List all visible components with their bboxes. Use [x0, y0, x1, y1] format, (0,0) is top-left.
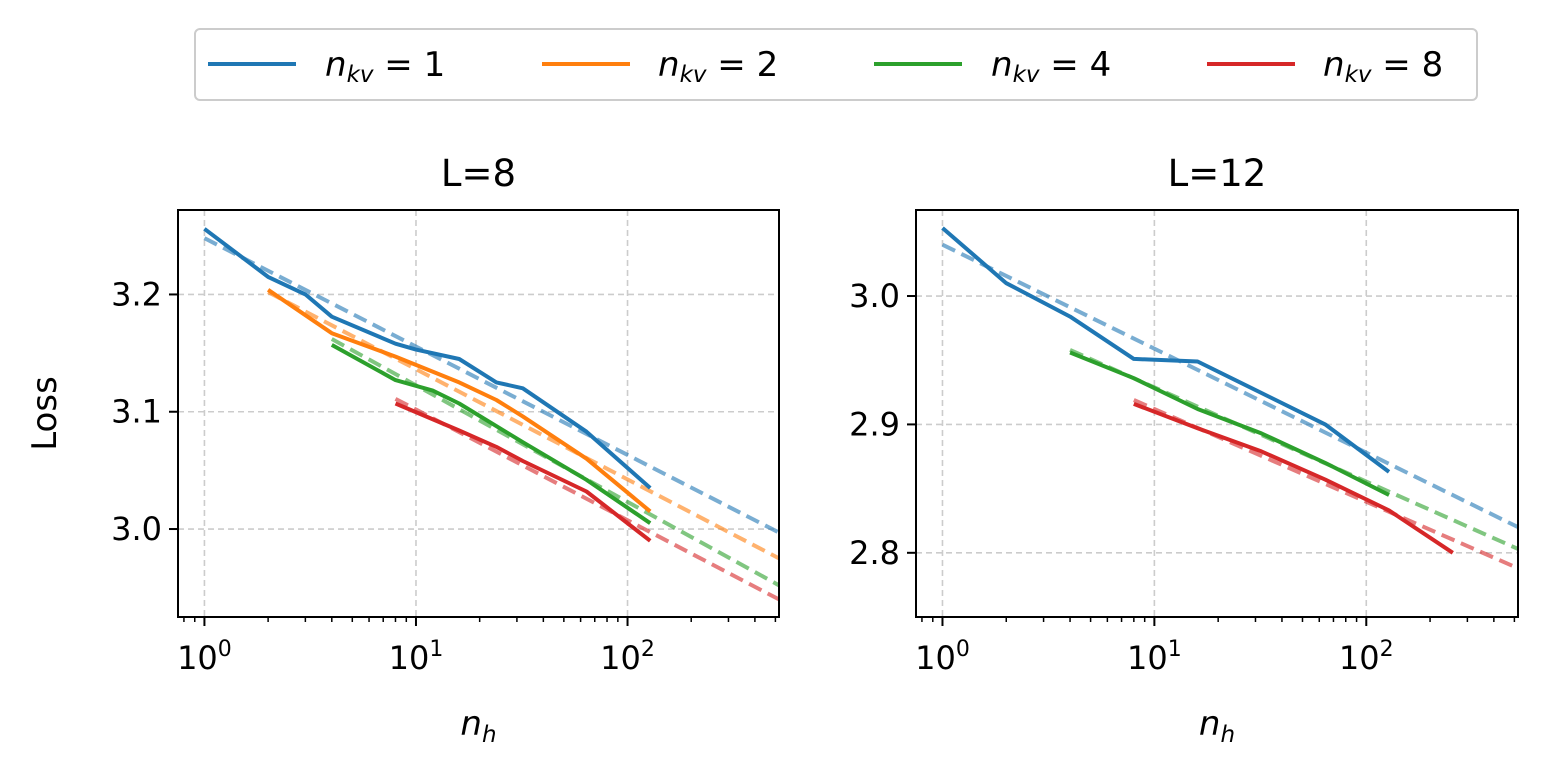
- plot-frame: [915, 209, 1519, 618]
- series-line-0: [941, 226, 1391, 474]
- plot-frame: [177, 209, 780, 618]
- panel-l12: 100 101 102 2.8 2.9 3.0 L=12 nh: [849, 152, 1519, 748]
- fit-line-0: [941, 242, 1518, 529]
- legend-entry-2: nkv = 2: [542, 45, 778, 88]
- legend-entry-1: nkv = 1: [208, 45, 445, 88]
- x-axis-label: nh: [1199, 704, 1235, 748]
- series-line-2: [1133, 402, 1454, 555]
- fit-line-1: [267, 290, 779, 561]
- fit-line-0: [203, 236, 779, 535]
- x-tick-label-1: 101: [389, 637, 444, 677]
- legend-label-2: nkv = 2: [658, 45, 778, 88]
- series-line-1: [266, 288, 652, 513]
- series-line-0: [203, 227, 652, 490]
- series-line-1: [1069, 350, 1390, 497]
- chart-title: L=8: [441, 152, 516, 195]
- x-tick-label-0: 100: [915, 637, 970, 677]
- y-tick-label-1: 3.1: [111, 393, 162, 431]
- x-tick-label-0: 100: [177, 637, 232, 677]
- y-tick-label-2: 3.2: [111, 275, 162, 313]
- y-tick-label-0: 2.8: [849, 534, 900, 572]
- legend-label-1: nkv = 1: [325, 45, 445, 88]
- legend-label-4: nkv = 8: [1323, 45, 1443, 88]
- legend-entry-4: nkv = 8: [1207, 45, 1443, 88]
- series-line-2: [330, 343, 652, 525]
- x-tick-label-2: 102: [600, 637, 655, 677]
- legend-frame: [194, 28, 1478, 101]
- x-axis-label: nh: [460, 704, 496, 748]
- panel-l8: 100 101 102 3.0 3.1 3.2 L=8 nh Loss: [25, 152, 780, 748]
- y-tick-label-0: 3.0: [111, 510, 162, 548]
- fit-line-1: [1069, 348, 1518, 551]
- y-tick-label-1: 2.9: [849, 405, 900, 443]
- legend-entry-3: nkv = 4: [874, 45, 1111, 88]
- series-line-3: [394, 401, 652, 543]
- y-tick-label-2: 3.0: [849, 277, 900, 315]
- legend-label-3: nkv = 4: [991, 45, 1111, 88]
- chart-title: L=12: [1168, 152, 1267, 195]
- y-axis-label: Loss: [25, 376, 65, 451]
- x-tick-label-2: 102: [1339, 637, 1394, 677]
- legend: nkv = 1 nkv = 2 nkv = 4 nkv = 8: [194, 28, 1478, 101]
- x-tick-label-1: 101: [1127, 637, 1182, 677]
